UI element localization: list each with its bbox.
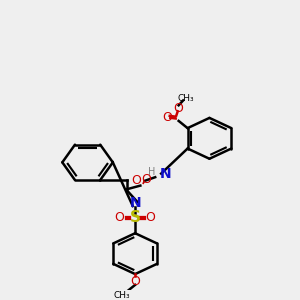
Text: O: O bbox=[162, 111, 172, 124]
Text: O: O bbox=[141, 173, 151, 186]
Text: O: O bbox=[174, 102, 184, 115]
Text: O: O bbox=[130, 275, 140, 288]
Text: CH₃: CH₃ bbox=[178, 94, 194, 103]
Text: O: O bbox=[146, 211, 155, 224]
Text: N: N bbox=[160, 167, 171, 181]
Text: O: O bbox=[131, 173, 141, 187]
Text: H: H bbox=[148, 167, 155, 177]
Text: O: O bbox=[115, 211, 124, 224]
Text: CH₃: CH₃ bbox=[113, 291, 130, 300]
Text: S: S bbox=[130, 210, 141, 225]
Text: N: N bbox=[129, 196, 141, 210]
